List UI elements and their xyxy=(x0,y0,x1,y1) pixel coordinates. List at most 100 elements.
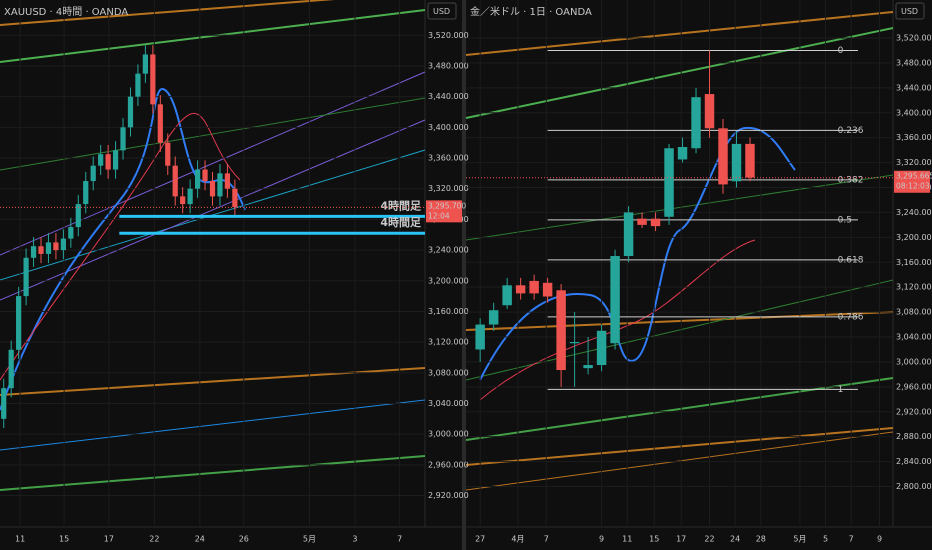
candle-body xyxy=(224,173,231,189)
y-tick-label: 3,320.000 xyxy=(428,184,469,193)
candle-body xyxy=(704,94,715,129)
candle-body xyxy=(529,280,539,294)
candle-body xyxy=(488,310,499,325)
trend-line xyxy=(465,427,894,466)
y-tick-label: 2,920.000 xyxy=(428,491,469,500)
currency-box xyxy=(895,2,925,20)
trend-line xyxy=(0,9,426,63)
x-tick-label: 24 xyxy=(195,535,205,544)
candle-body xyxy=(165,142,171,166)
candle-body xyxy=(23,257,29,297)
candle-body xyxy=(16,296,22,350)
last-price-box xyxy=(426,200,462,223)
x-tick-label: 5月 xyxy=(793,535,806,544)
y-tick-label: 3,200.000 xyxy=(428,276,469,285)
x-tick-label: 11 xyxy=(622,535,632,544)
x-tick-label: 27 xyxy=(475,535,485,544)
x-tick-label: 17 xyxy=(104,535,114,544)
candle-body xyxy=(202,169,208,182)
candle-body xyxy=(209,181,216,197)
y-tick-label: 2,960.000 xyxy=(896,382,932,391)
candle-body xyxy=(180,196,186,205)
chart-title: XAUUSD · 4時間 · OANDA xyxy=(4,6,128,18)
trend-line xyxy=(465,377,894,441)
candle-body xyxy=(745,143,755,178)
trend-line xyxy=(465,279,894,381)
y-tick-label: 2,800.000 xyxy=(896,482,932,491)
candle-body xyxy=(556,290,566,371)
trend-line xyxy=(0,455,426,491)
trend-line xyxy=(465,174,894,241)
y-tick-label: 3,320.000 xyxy=(896,158,932,167)
trend-line xyxy=(465,27,894,119)
candle-body xyxy=(8,349,14,389)
candle-body xyxy=(232,188,238,208)
y-tick-label: 3,360.000 xyxy=(896,133,932,142)
candle-body xyxy=(157,104,163,143)
trend-line xyxy=(465,431,894,491)
last-price-box xyxy=(894,170,930,193)
y-tick-label: 3,080.000 xyxy=(428,368,469,377)
candle-body xyxy=(583,365,593,369)
y-tick-label: 3,000.000 xyxy=(428,430,469,439)
candle-body xyxy=(623,212,634,257)
x-tick-label: 17 xyxy=(676,535,686,544)
candle-body xyxy=(53,242,59,251)
chart-title: 金／米ドル · 1日 · OANDA xyxy=(470,5,592,18)
x-tick-label: 4月 xyxy=(511,535,524,544)
annotation-label: 4時間足 xyxy=(380,198,422,212)
candle-body xyxy=(83,181,89,205)
y-tick-label: 3,160.000 xyxy=(896,258,932,267)
candle-body xyxy=(112,150,119,170)
candle-body xyxy=(731,143,742,182)
candle-body xyxy=(542,282,553,297)
candle-body xyxy=(105,154,111,170)
fib-label: 1 xyxy=(838,385,844,395)
y-tick-label: 3,160.000 xyxy=(428,307,469,316)
candle-body xyxy=(150,54,156,105)
candle-body xyxy=(596,330,607,366)
last-price-label: 3,295.700 xyxy=(428,201,466,210)
trend-line xyxy=(0,119,426,301)
candle-body xyxy=(718,128,728,185)
countdown: 12:04 xyxy=(428,211,450,220)
candle-body xyxy=(142,54,149,74)
fib-label: 0.786 xyxy=(838,312,864,322)
y-tick-label: 2,840.000 xyxy=(896,457,932,466)
fib-label: 0.382 xyxy=(838,175,864,185)
x-tick-label: 9 xyxy=(599,535,604,544)
x-tick-label: 24 xyxy=(730,535,740,544)
fib-label: 0.236 xyxy=(838,126,864,136)
fib-label: 0.618 xyxy=(838,255,864,265)
candle-body xyxy=(45,242,52,254)
y-tick-label: 2,880.000 xyxy=(896,432,932,441)
candle-body xyxy=(120,127,126,151)
fib-label: 0 xyxy=(838,46,844,56)
candle-body xyxy=(664,148,674,217)
x-tick-label: 7 xyxy=(849,535,854,544)
x-tick-label: 15 xyxy=(649,535,659,544)
candle-body xyxy=(98,154,104,166)
y-tick-label: 3,520.000 xyxy=(896,33,932,42)
candle-body xyxy=(569,341,580,344)
y-tick-label: 3,480.000 xyxy=(428,61,469,70)
candle-body xyxy=(172,165,178,197)
candle-body xyxy=(30,246,37,258)
y-tick-label: 2,920.000 xyxy=(896,407,932,416)
moving-average xyxy=(479,126,796,381)
y-tick-label: 3,120.000 xyxy=(428,338,469,347)
candle-body xyxy=(677,147,688,160)
y-tick-label: 3,440.000 xyxy=(896,83,932,92)
candle-body xyxy=(217,173,223,197)
candle-body xyxy=(68,227,74,239)
currency-label: USD xyxy=(901,7,918,16)
y-tick-label: 3,240.000 xyxy=(896,208,932,217)
fib-label: 0.5 xyxy=(838,215,852,225)
candle-body xyxy=(475,324,485,350)
candle-body xyxy=(650,218,661,227)
candle-body xyxy=(127,96,134,128)
candle-body xyxy=(610,256,620,344)
y-tick-label: 3,200.000 xyxy=(896,233,932,242)
y-tick-label: 3,120.000 xyxy=(896,283,932,292)
